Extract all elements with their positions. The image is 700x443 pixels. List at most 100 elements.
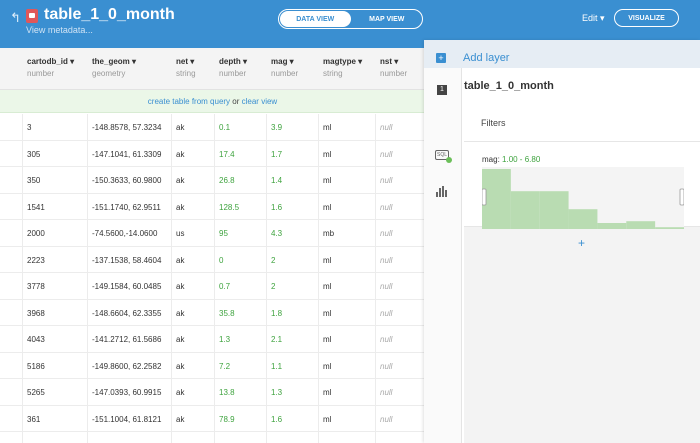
table-cell[interactable]: -150.3633, 60.9800 <box>92 176 162 185</box>
table-cell[interactable]: ak <box>176 202 185 212</box>
table-cell[interactable]: 78.9 <box>219 414 235 424</box>
table-cell[interactable]: -147.0393, 60.9915 <box>92 388 162 397</box>
table-cell[interactable]: ak <box>176 414 185 424</box>
table-cell[interactable]: -137.1538, 58.4604 <box>92 255 162 265</box>
table-cell[interactable]: 3 <box>27 123 32 132</box>
table-cell[interactable]: ak <box>176 308 185 318</box>
table-cell[interactable]: 13.8 <box>219 388 235 397</box>
table-cell[interactable]: 2 <box>271 282 276 291</box>
table-cell[interactable]: ak <box>176 282 185 291</box>
table-cell[interactable]: null <box>380 202 393 212</box>
table-row[interactable]: 3778 -149.1584, 60.0485 ak 0.7 2 ml null <box>0 273 425 300</box>
table-cell[interactable]: null <box>380 308 393 318</box>
table-cell[interactable]: ml <box>323 176 332 185</box>
table-cell[interactable]: null <box>380 414 393 424</box>
table-cell[interactable]: ml <box>323 123 332 132</box>
table-cell[interactable]: ak <box>176 388 185 397</box>
table-cell[interactable]: -74.5600,-14.0600 <box>92 229 158 238</box>
table-row[interactable]: 5265 -147.0393, 60.9915 ak 13.8 1.3 ml null <box>0 379 425 406</box>
table-row[interactable]: 2223 -137.1538, 58.4604 ak 0 2 ml null <box>0 247 425 273</box>
table-cell[interactable]: ml <box>323 282 332 291</box>
table-cell[interactable]: mb <box>323 229 335 238</box>
table-cell[interactable]: 3778 <box>27 282 45 291</box>
table-cell[interactable]: 5265 <box>27 388 45 397</box>
table-cell[interactable]: 2223 <box>27 255 45 265</box>
table-cell[interactable]: ml <box>323 149 332 159</box>
table-cell[interactable]: ak <box>176 361 185 371</box>
clear-view-link[interactable]: clear view <box>241 97 278 106</box>
table-cell[interactable]: null <box>380 123 393 132</box>
table-cell[interactable]: 5186 <box>27 361 45 371</box>
table-cell[interactable]: 3.9 <box>271 123 283 132</box>
table-cell[interactable]: -141.2712, 61.5686 <box>92 335 162 344</box>
add-layer-icon[interactable]: + <box>436 53 446 63</box>
map-view-tab[interactable]: MAP VIEW <box>369 15 405 23</box>
layer-title[interactable]: table_1_0_month <box>464 80 554 92</box>
table-cell[interactable]: 2 <box>271 255 276 265</box>
table-cell[interactable]: 305 <box>27 149 41 159</box>
add-filter-button[interactable]: + <box>578 236 586 250</box>
table-row[interactable]: 5186 -149.8600, 62.2582 ak 7.2 1.1 ml null <box>0 353 425 379</box>
column-header-nst[interactable]: nst ▾ number <box>380 57 407 78</box>
table-cell[interactable]: ak <box>176 123 185 132</box>
table-cell[interactable]: null <box>380 335 393 344</box>
table-cell[interactable]: ml <box>323 202 332 212</box>
table-row[interactable]: 3 -148.8578, 57.3234 ak 0.1 3.9 ml null <box>0 114 425 141</box>
table-cell[interactable]: 1.6 <box>271 202 283 212</box>
table-cell[interactable]: ml <box>323 388 332 397</box>
table-cell[interactable]: -151.1740, 62.9511 <box>92 202 161 212</box>
table-cell[interactable]: 1.1 <box>271 361 283 371</box>
table-cell[interactable]: 1.6 <box>271 414 283 424</box>
table-cell[interactable]: -148.8578, 57.3234 <box>92 123 162 132</box>
table-cell[interactable]: -149.1584, 60.0485 <box>92 282 162 291</box>
table-cell[interactable]: null <box>380 361 393 371</box>
table-cell[interactable]: ak <box>176 149 185 159</box>
table-cell[interactable]: null <box>380 282 393 291</box>
table-row[interactable]: 4043 -141.2712, 61.5686 ak 1.3 2.1 ml null <box>0 326 425 353</box>
column-header-mag[interactable]: mag ▾ number <box>271 57 298 78</box>
table-row[interactable]: 1541 -151.1740, 62.9511 ak 128.5 1.6 ml null <box>0 194 425 220</box>
bar-chart-icon[interactable] <box>436 186 449 197</box>
table-cell[interactable]: -148.6604, 62.3355 <box>92 308 162 318</box>
table-cell[interactable]: 95 <box>219 229 228 238</box>
table-row[interactable]: 2000 -74.5600,-14.0600 us 95 4.3 mb null <box>0 220 425 247</box>
table-cell[interactable]: 1.4 <box>271 176 283 185</box>
table-cell[interactable]: us <box>176 229 185 238</box>
table-cell[interactable]: ml <box>323 361 332 371</box>
table-cell[interactable]: 7.2 <box>219 361 231 371</box>
table-cell[interactable]: -151.1004, 61.8121 <box>92 414 162 424</box>
table-cell[interactable]: ml <box>323 308 332 318</box>
sql-icon[interactable]: SQL <box>435 150 452 163</box>
column-header-cartodb-id[interactable]: cartodb_id ▾ number <box>27 57 74 78</box>
table-cell[interactable]: 26.8 <box>219 176 235 185</box>
table-cell[interactable]: 3968 <box>27 308 45 318</box>
lock-icon[interactable] <box>26 9 38 23</box>
table-cell[interactable]: -149.8600, 62.2582 <box>92 361 162 371</box>
table-cell[interactable]: 128.5 <box>219 202 240 212</box>
histogram-handle-left[interactable] <box>482 188 487 206</box>
table-cell[interactable]: 0.7 <box>219 282 231 291</box>
table-cell[interactable]: 1.3 <box>219 335 231 344</box>
table-cell[interactable]: null <box>380 388 393 397</box>
column-header-the-geom[interactable]: the_geom ▾ geometry <box>92 57 136 78</box>
table-cell[interactable]: ak <box>176 255 185 265</box>
table-cell[interactable]: 0 <box>219 255 224 265</box>
view-metadata-link[interactable]: View metadata... <box>26 25 93 35</box>
table-row[interactable]: 305 -147.1041, 61.3309 ak 17.4 1.7 ml null <box>0 141 425 167</box>
add-layer-bar[interactable]: + Add layer <box>424 40 700 68</box>
layer-number-badge[interactable]: 1 <box>437 85 447 95</box>
table-cell[interactable]: ak <box>176 335 185 344</box>
table-cell[interactable]: null <box>380 176 393 185</box>
data-view-tab[interactable]: DATA VIEW <box>280 11 351 27</box>
table-row[interactable]: 3968 -148.6604, 62.3355 ak 35.8 1.8 ml null <box>0 300 425 326</box>
edit-menu[interactable]: Edit ▾ <box>582 13 605 23</box>
table-cell[interactable]: 350 <box>27 176 41 185</box>
histogram-handle-right[interactable] <box>679 188 684 206</box>
back-arrow-icon[interactable]: ↰ <box>10 10 21 25</box>
column-header-magtype[interactable]: magtype ▾ string <box>323 57 362 78</box>
table-cell[interactable]: ml <box>323 255 332 265</box>
table-cell[interactable]: 361 <box>27 414 41 424</box>
add-layer-label[interactable]: Add layer <box>463 52 510 64</box>
table-cell[interactable]: 1.8 <box>271 308 283 318</box>
column-header-depth[interactable]: depth ▾ number <box>219 57 247 78</box>
